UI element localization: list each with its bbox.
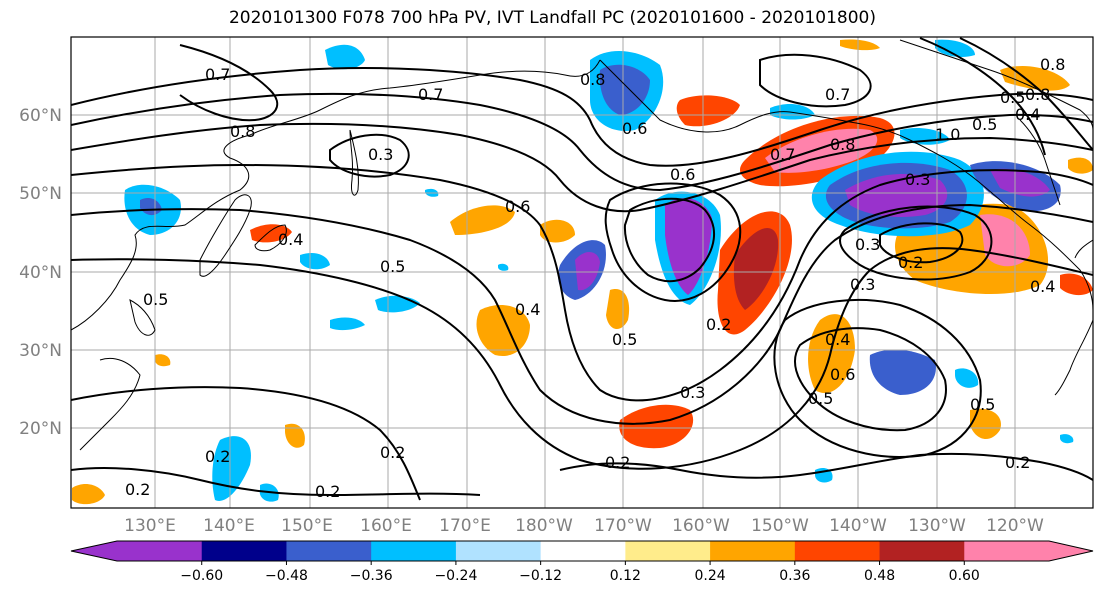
contour-label: 0.6 <box>505 197 530 216</box>
pv-contours <box>71 37 1093 501</box>
lon-label: 170°E <box>439 516 491 536</box>
lon-label: 140°E <box>203 516 255 536</box>
contour-label: 0.8 <box>1040 55 1065 74</box>
lon-label: 160°E <box>360 516 412 536</box>
contour-label: 0.4 <box>515 300 540 319</box>
contour-label: 0.3 <box>680 383 705 402</box>
contour-label: 0.2 <box>125 480 150 499</box>
colorbar-tick-label: 0.48 <box>864 568 895 584</box>
contour-label: 0.2 <box>380 443 405 462</box>
contour-label-group: 0.7 0.8 0.7 0.3 0.8 0.6 0.6 0.8 0.7 0.8 … <box>125 55 1065 501</box>
colorbar-swatch <box>540 541 626 561</box>
contour-label: 0.7 <box>418 85 443 104</box>
contour-label: 0.6 <box>622 119 647 138</box>
anomaly-fills <box>72 39 1093 505</box>
colorbar-tick-label: 0.36 <box>779 568 810 584</box>
contour-label: 0.7 <box>205 65 230 84</box>
negative-anomaly-fills <box>124 39 1074 502</box>
contour-label: 0.5 <box>612 330 637 349</box>
colorbar-tick-label: −0.48 <box>265 568 308 584</box>
contour-label: 0.4 <box>278 230 303 249</box>
contour-label: 0.4 <box>1030 277 1055 296</box>
lon-label: 150°E <box>281 516 333 536</box>
colorbar-tick-label: −0.24 <box>434 568 477 584</box>
colorbar-outline <box>70 540 1094 562</box>
colorbar-tick-label: 0.24 <box>695 568 726 584</box>
lon-label: 160°W <box>672 516 730 536</box>
lat-label: 30°N <box>19 341 62 361</box>
colorbar-swatch <box>625 541 711 561</box>
longitude-labels: 130°E 140°E 150°E 160°E 170°E 180°W 170°… <box>124 516 1044 536</box>
contour-label: 0.5 <box>380 257 405 276</box>
contour-label: 0.6 <box>670 165 695 184</box>
lon-label: 150°W <box>751 516 809 536</box>
contour-label: 0.8 <box>1025 85 1050 104</box>
colorbar-extend-high <box>1049 541 1093 561</box>
colorbar-tick-label: 0.12 <box>610 568 641 584</box>
contour-label: 0.8 <box>830 135 855 154</box>
colorbar-swatch <box>710 541 796 561</box>
contour-label: 0.8 <box>230 122 255 141</box>
colorbar: −0.60 −0.48 −0.36 −0.24 −0.12 0.12 0.24 0.36 0.4… <box>70 540 1094 584</box>
lat-label: 60°N <box>19 106 62 126</box>
lon-label: 130°E <box>124 516 176 536</box>
colorbar-swatch <box>201 541 287 561</box>
latitude-labels: 60°N 50°N 40°N 30°N 20°N <box>19 106 62 439</box>
colorbar-tick-label: 0.60 <box>949 568 980 584</box>
contour-label: 0.3 <box>855 235 880 254</box>
colorbar-swatch <box>794 541 881 561</box>
lon-label: 120°W <box>986 516 1044 536</box>
lon-label: 130°W <box>908 516 966 536</box>
contour-label: 0.3 <box>368 145 393 164</box>
lat-label: 20°N <box>19 419 62 439</box>
lon-label: 180°W <box>515 516 573 536</box>
lon-label: 140°W <box>829 516 887 536</box>
map-frame <box>70 36 1094 509</box>
colorbar-swatch <box>964 541 1050 561</box>
contour-label: 0.4 <box>1015 105 1040 124</box>
colorbar-swatch <box>286 541 372 561</box>
contour-label: 0.2 <box>315 482 340 501</box>
contour-label: 0.4 <box>825 330 850 349</box>
contour-label: 0.3 <box>850 275 875 294</box>
contour-label: 1.0 <box>935 125 960 144</box>
contour-label: 0.5 <box>970 395 995 414</box>
colorbar-extend-low <box>71 541 117 561</box>
contour-label: 0.2 <box>898 253 923 272</box>
lon-label: 170°W <box>594 516 652 536</box>
colorbar-swatch <box>455 541 542 561</box>
colorbar-tick-label: −0.60 <box>180 568 223 584</box>
contour-label: 0.5 <box>972 115 997 134</box>
contour-label: 0.3 <box>905 170 930 189</box>
colorbar-swatch <box>879 541 965 561</box>
contour-label: 0.2 <box>1005 453 1030 472</box>
lat-label: 40°N <box>19 263 62 283</box>
contour-label: 0.2 <box>205 447 230 466</box>
map-title: 2020101300 F078 700 hPa PV, IVT Landfall… <box>228 8 876 28</box>
contour-label: 0.6 <box>830 365 855 384</box>
colorbar-swatch <box>117 541 203 561</box>
contour-label: 0.2 <box>706 315 731 334</box>
lat-label: 50°N <box>19 184 62 204</box>
colorbar-tick-label: −0.36 <box>350 568 393 584</box>
contour-label: 0.5 <box>1000 88 1025 107</box>
contour-label: 0.7 <box>770 145 795 164</box>
colorbar-swatch <box>371 541 457 561</box>
contour-label: 0.5 <box>143 290 168 309</box>
colorbar-tick-label: −0.12 <box>519 568 562 584</box>
contour-label: 0.7 <box>825 85 850 104</box>
contour-label: 0.5 <box>808 389 833 408</box>
contour-label: 0.2 <box>605 453 630 472</box>
contour-label: 0.8 <box>580 70 605 89</box>
